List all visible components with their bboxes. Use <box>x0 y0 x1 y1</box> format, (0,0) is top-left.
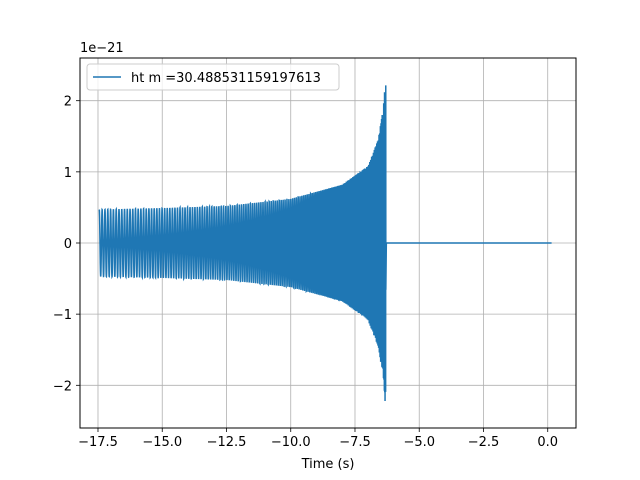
y-tick-label: −2 <box>53 379 72 394</box>
series-line <box>98 85 552 401</box>
legend-label: ht m =30.488531159197613 <box>131 71 321 86</box>
legend-box <box>86 63 340 91</box>
x-tick-label: −7.5 <box>339 435 371 450</box>
y-axis: −2 −1 0 1 2 <box>53 95 80 394</box>
y-offset-text: 1e−21 <box>80 41 124 56</box>
y-tick-label: −1 <box>53 308 72 323</box>
y-tick-label: 0 <box>64 237 72 252</box>
x-tick-label: 0.0 <box>537 435 558 450</box>
signal-series <box>98 85 552 401</box>
x-tick-label: −10.0 <box>271 435 311 450</box>
x-tick-label: −12.5 <box>207 435 247 450</box>
x-tick-label: −17.5 <box>78 435 118 450</box>
x-tick-label: −5.0 <box>403 435 435 450</box>
y-tick-label: 2 <box>64 95 72 110</box>
x-axis: −17.5 −15.0 −12.5 −10.0 −7.5 −5.0 −2.5 0.0 <box>78 428 558 450</box>
legend: ht m =30.488531159197613 <box>86 63 340 91</box>
x-tick-label: −15.0 <box>142 435 182 450</box>
x-axis-label: Time (s) <box>301 457 355 472</box>
x-tick-label: −2.5 <box>468 435 500 450</box>
y-tick-label: 1 <box>64 166 72 181</box>
